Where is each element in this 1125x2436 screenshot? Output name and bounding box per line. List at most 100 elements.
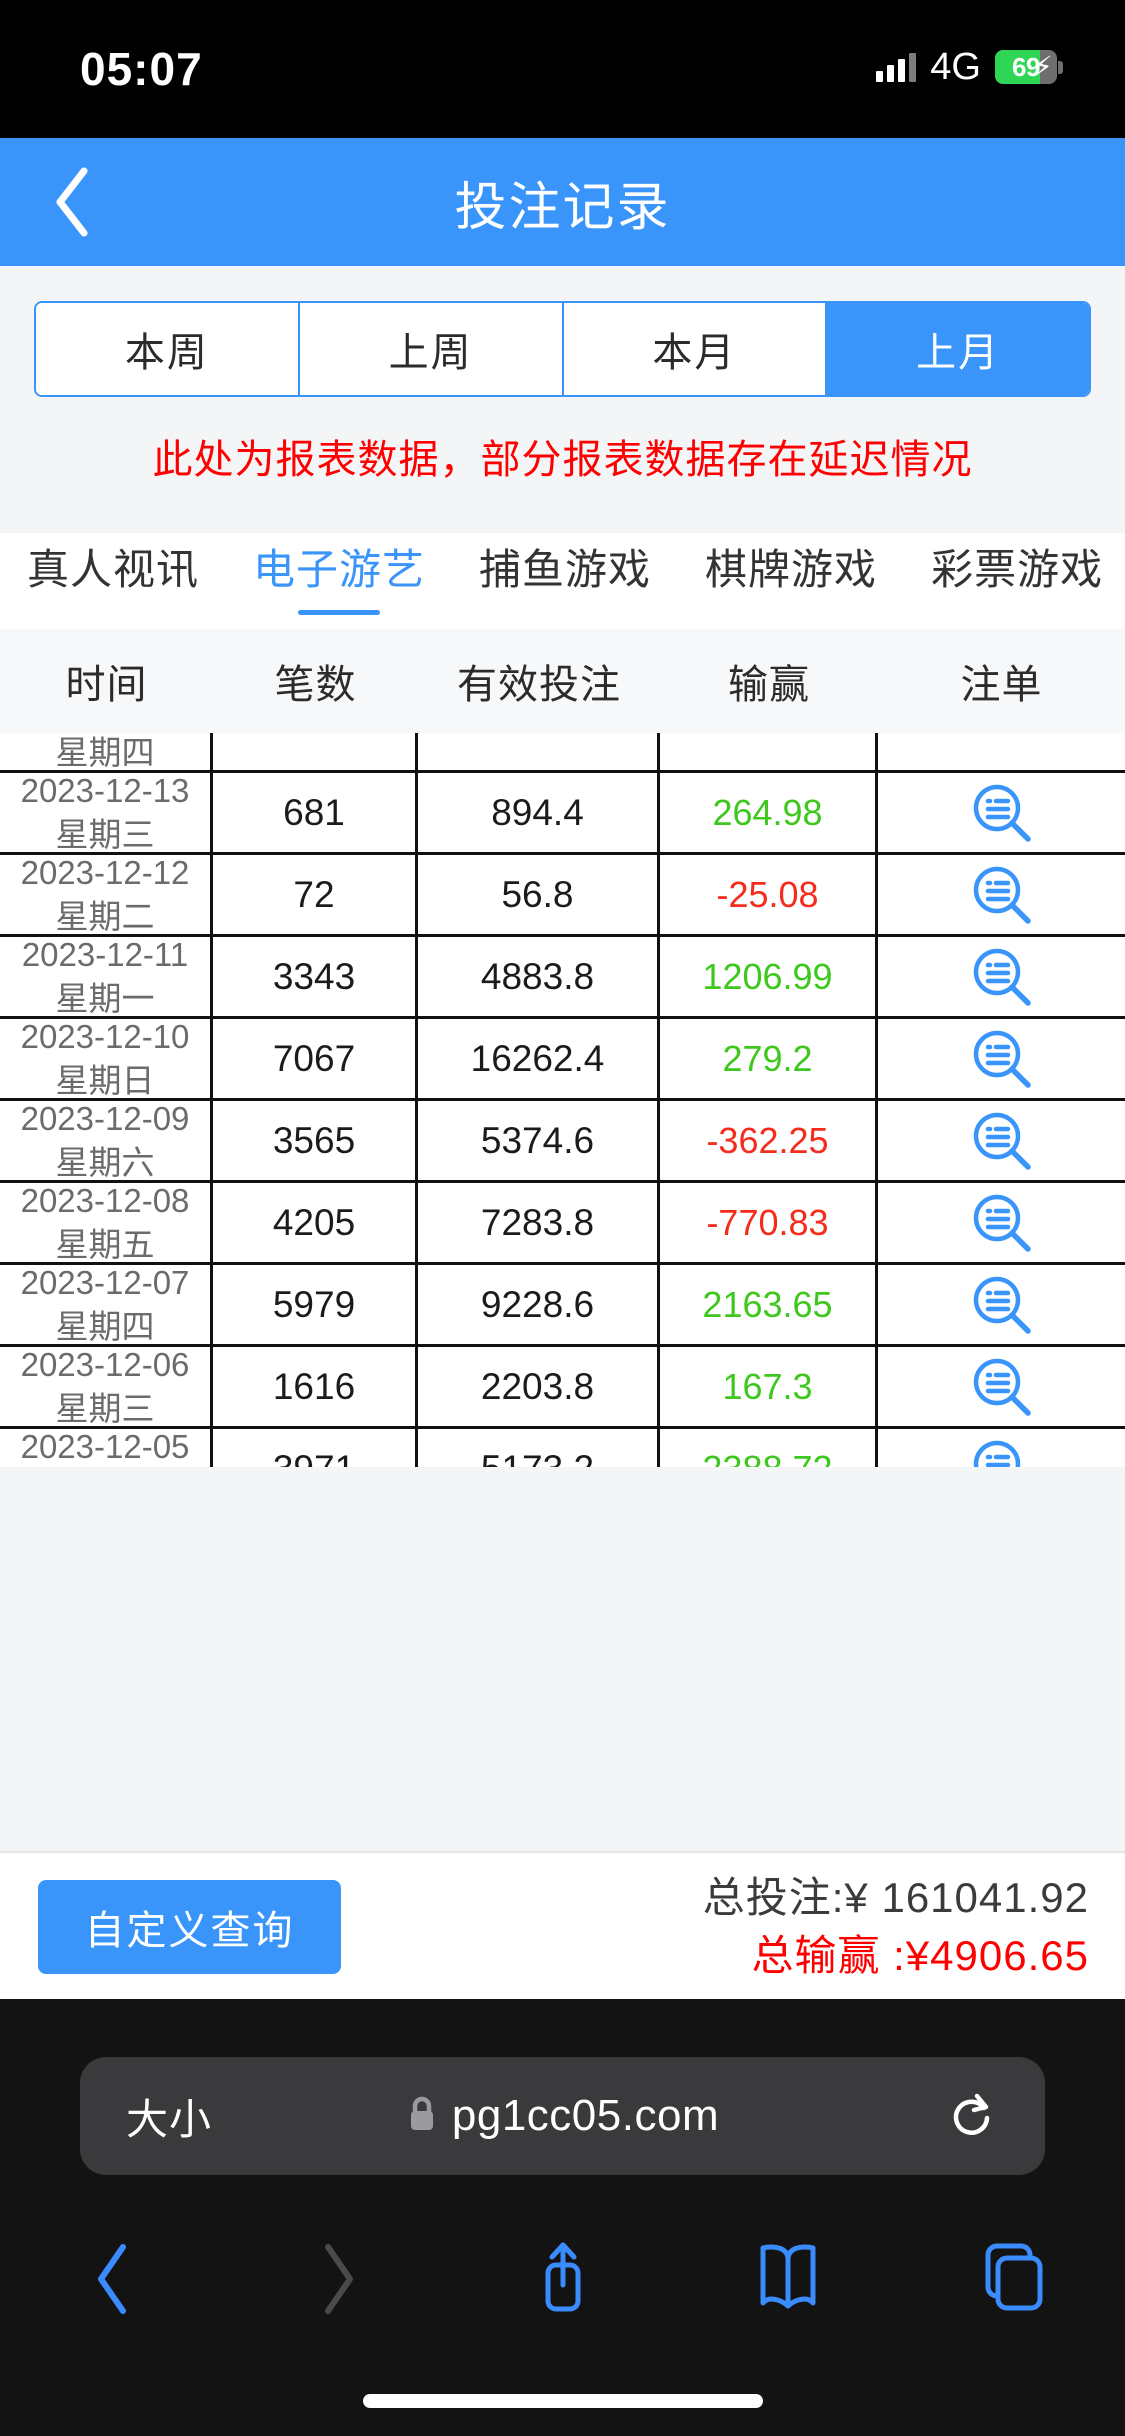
row-detail-button[interactable] (878, 733, 1125, 770)
address-bar[interactable]: 大小 pg1cc05.com (80, 2057, 1045, 2175)
row-date: 2023-12-07 星期四 (0, 1264, 213, 1345)
row-valid-bet: 894.4 (418, 773, 660, 852)
period-option-last-month[interactable]: 上月 (827, 303, 1089, 395)
row-count: 72 (213, 855, 418, 934)
table-row[interactable]: 2023-12-10 星期日 7067 16262.4 279.2 (0, 1018, 1125, 1101)
row-valid-bet: 16262.4 (418, 1019, 660, 1098)
row-win-loss: -25.08 (660, 855, 878, 934)
row-count: 681 (213, 773, 418, 852)
row-win-loss: 264.98 (660, 773, 878, 852)
table-row[interactable]: 2023-12-08 星期五 4205 7283.8 -770.83 (0, 1182, 1125, 1265)
column-header-win-loss: 输赢 (728, 663, 810, 707)
row-detail-button[interactable] (878, 937, 1125, 1016)
address-bar-content[interactable]: pg1cc05.com (80, 2057, 1045, 2175)
row-count: 4205 (213, 1183, 418, 1262)
row-detail-button[interactable] (878, 1265, 1125, 1344)
browser-back-button[interactable] (0, 2214, 225, 2344)
table-row[interactable]: 2023-12-12 星期二 72 56.8 -25.08 (0, 854, 1125, 937)
row-count: 7067 (213, 1019, 418, 1098)
column-header-detail: 注单 (960, 663, 1043, 707)
ios-status-bar: 05:07 4G 69 ⚡ (0, 0, 1125, 138)
reload-icon[interactable] (949, 2057, 997, 2175)
app-navbar: 投注记录 (0, 138, 1125, 266)
row-valid-bet: 7283.8 (418, 1183, 660, 1262)
row-valid-bet: 9228.6 (418, 1265, 660, 1344)
period-filter: 本周 上周 本月 上月 (0, 266, 1125, 397)
table-row[interactable]: 2023-12-07 星期四 5979 9228.6 2163.65 (0, 1264, 1125, 1347)
tabs-icon[interactable] (900, 2214, 1125, 2344)
safari-toolbar (0, 2214, 1125, 2344)
row-win-loss: 2388.72 (660, 1429, 878, 1467)
share-icon[interactable] (450, 2214, 675, 2344)
row-date-value: 2023-12-05 (20, 1427, 190, 1465)
row-detail-button[interactable] (878, 773, 1125, 852)
table-row[interactable]: 2023-12-05星期二39715173.22388.72 (0, 1428, 1125, 1467)
page-size-button[interactable]: 大小 (126, 2095, 213, 2143)
period-option-this-week[interactable]: 本周 (36, 303, 300, 395)
row-win-loss: 2163.65 (660, 1265, 878, 1344)
row-date: 2023-12-05星期二 (0, 1428, 213, 1467)
row-date: 2023-12-14星期四 (0, 733, 213, 771)
row-count: 3343 (213, 937, 418, 1016)
network-type-label: 4G (930, 46, 981, 88)
row-detail-button[interactable] (878, 1347, 1125, 1426)
table-row[interactable]: 2023-12-13 星期三 681 894.4 264.98 (0, 772, 1125, 855)
tab-slots[interactable]: 电子游艺 (226, 533, 452, 629)
total-win-loss-amount: 总输赢 :¥4906.65 (751, 1932, 1089, 1979)
row-weekday-value: 星期六 (55, 1143, 155, 1181)
tab-live-casino[interactable]: 真人视讯 (27, 546, 200, 593)
battery-icon: 69 ⚡ (995, 50, 1063, 84)
row-detail-button[interactable] (878, 855, 1125, 934)
row-detail-button[interactable] (878, 1101, 1125, 1180)
row-date: 2023-12-13 星期三 (0, 772, 213, 853)
row-count: 3971 (213, 1429, 418, 1467)
page-title: 投注记录 (454, 178, 671, 237)
custom-query-button[interactable]: 自定义查询 (38, 1880, 341, 1974)
browser-forward-button[interactable] (225, 2214, 450, 2344)
tab-card-games[interactable]: 棋牌游戏 (705, 546, 878, 593)
row-count: 1616 (213, 1347, 418, 1426)
status-bar-indicators: 4G 69 ⚡ (876, 42, 1063, 92)
row-win-loss: 279.2 (660, 1019, 878, 1098)
row-valid-bet: 5173.2 (418, 1429, 660, 1467)
period-option-last-week[interactable]: 上周 (299, 303, 564, 395)
lock-icon (406, 2094, 438, 2139)
column-header-count: 笔数 (274, 663, 357, 707)
row-date: 2023-12-11 星期一 (0, 936, 213, 1017)
table-body[interactable]: 2023-12-14星期四2023-12-13 星期三 681894.4264.98… (0, 733, 1125, 1467)
period-option-this-month[interactable]: 本月 (563, 303, 828, 395)
table-row[interactable]: 2023-12-14星期四 (0, 733, 1125, 773)
row-detail-button[interactable] (878, 1019, 1125, 1098)
row-detail-button[interactable] (878, 1183, 1125, 1262)
table-row[interactable]: 2023-12-11 星期一 3343 4883.8 1206.99 (0, 936, 1125, 1019)
report-delay-notice: 此处为报表数据，部分报表数据存在延迟情况 (152, 438, 973, 482)
table-row[interactable]: 2023-12-06 星期三 1616 2203.8 167.3 (0, 1346, 1125, 1429)
bookmarks-icon[interactable] (675, 2214, 900, 2344)
row-date: 2023-12-12 星期二 (0, 854, 213, 935)
row-detail-button[interactable] (878, 1429, 1125, 1467)
row-weekday-value: 星期四 (55, 1307, 155, 1345)
row-valid-bet: 2203.8 (418, 1347, 660, 1426)
tab-lottery[interactable]: 彩票游戏 (931, 546, 1104, 593)
row-win-loss: 167.3 (660, 1347, 878, 1426)
tab-fishing[interactable]: 捕鱼游戏 (479, 546, 652, 593)
row-date-value: 2023-12-06 (20, 1345, 190, 1383)
row-count: 5979 (213, 1265, 418, 1344)
back-chevron-icon[interactable] (52, 138, 142, 266)
summary-footer: 自定义查询 总投注:¥ 161041.92 总输赢 :¥4906.65 (0, 1851, 1125, 1999)
row-win-loss: -770.83 (660, 1183, 878, 1262)
row-date-value: 2023-12-13 (20, 771, 190, 809)
row-date: 2023-12-09 星期六 (0, 1100, 213, 1181)
row-win-loss: 1206.99 (660, 937, 878, 1016)
game-category-tabs[interactable]: 真人视讯 电子游艺 捕鱼游戏 棋牌游戏 彩票游戏 (0, 533, 1125, 629)
safari-browser-chrome: 大小 pg1cc05.com (0, 1999, 1125, 2436)
signal-bars-icon (876, 52, 917, 82)
webpage-content: 本周 上周 本月 上月 此处为报表数据，部分报表数据存在延迟情况 真人视讯 电子… (0, 266, 1125, 1999)
row-weekday-value: 星期四 (55, 733, 155, 771)
table-row[interactable]: 2023-12-09 星期六 3565 5374.6 -362.25 (0, 1100, 1125, 1183)
row-win-loss (660, 733, 878, 770)
row-weekday-value: 星期日 (55, 1061, 155, 1099)
row-date-value: 2023-12-08 (20, 1181, 190, 1219)
url-text: pg1cc05.com (451, 2091, 720, 2140)
